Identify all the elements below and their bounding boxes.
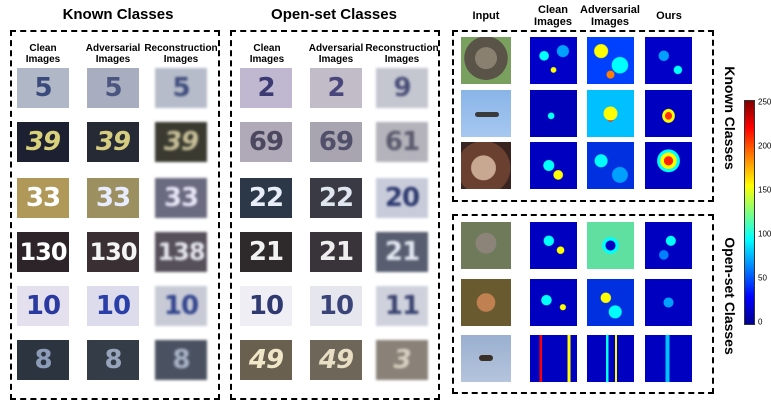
digit-image: 2 <box>240 68 292 108</box>
input-photo-horse <box>461 142 511 189</box>
digit-image: 39 <box>87 122 139 162</box>
digit-image: 10 <box>240 286 292 326</box>
digit-image: 130 <box>17 232 69 272</box>
digit-image: 20 <box>376 178 428 218</box>
colorbar-tick: 0 <box>758 317 763 327</box>
heatmap-clean <box>530 335 577 382</box>
heatmap-clean <box>530 222 577 269</box>
input-photo-bird <box>461 222 511 269</box>
digit-image: 69 <box>240 122 292 162</box>
digit-image: 10 <box>17 286 69 326</box>
digit-image: 33 <box>155 178 207 218</box>
heatmap-ours <box>645 37 692 84</box>
digit-image: 10 <box>310 286 362 326</box>
heatmap-adversarial <box>587 142 634 189</box>
heatmap-adversarial <box>587 222 634 269</box>
known-adversarial-header: Adversarial Images <box>85 43 141 65</box>
digit-image: 9 <box>376 68 428 108</box>
right-adversarial-header: Adversarial Images <box>580 4 640 28</box>
openset-clean-header: Clean Images <box>249 43 285 65</box>
right-known-frame <box>452 30 714 202</box>
digit-image: 8 <box>17 340 69 380</box>
heatmap-clean <box>530 142 577 189</box>
digit-image: 11 <box>376 286 428 326</box>
digit-image: 10 <box>87 286 139 326</box>
digit-image: 130 <box>87 232 139 272</box>
right-input-header: Input <box>472 10 500 22</box>
heatmap-adversarial <box>587 279 634 326</box>
digit-image: 5 <box>17 68 69 108</box>
right-clean-header: Clean Images <box>534 4 572 28</box>
digit-image: 138 <box>155 232 207 272</box>
digit-image: 49 <box>310 340 362 380</box>
digit-image: 10 <box>155 286 207 326</box>
digit-image: 8 <box>87 340 139 380</box>
digit-image: 3 <box>376 340 428 380</box>
digit-image: 22 <box>310 178 362 218</box>
heatmap-adversarial <box>587 90 634 137</box>
digit-image: 2 <box>310 68 362 108</box>
heatmap-ours <box>645 335 692 382</box>
heatmap-adversarial <box>587 335 634 382</box>
colorbar-tick: 50 <box>758 273 767 283</box>
openset-adversarial-header: Adversarial Images <box>308 43 364 65</box>
known-reconstruction-header: Reconstruction Images <box>144 43 218 65</box>
heatmap-clean <box>530 279 577 326</box>
input-photo-airplane <box>461 90 511 137</box>
heatmap-ours <box>645 222 692 269</box>
input-photo-cat <box>461 37 511 84</box>
heatmap-clean <box>530 90 577 137</box>
openset-classes-title: Open-set Classes <box>271 6 397 23</box>
colorbar-tick: 150 <box>758 185 771 195</box>
digit-image: 5 <box>155 68 207 108</box>
digit-image: 33 <box>17 178 69 218</box>
right-openset-label: Open-set Classes <box>722 237 738 355</box>
colorbar-tick: 250 <box>758 97 771 107</box>
digit-image: 5 <box>87 68 139 108</box>
digit-image: 21 <box>240 232 292 272</box>
digit-image: 21 <box>310 232 362 272</box>
heatmap-adversarial <box>587 37 634 84</box>
digit-image: 49 <box>240 340 292 380</box>
digit-image: 61 <box>376 122 428 162</box>
digit-image: 21 <box>376 232 428 272</box>
digit-image: 8 <box>155 340 207 380</box>
digit-image: 39 <box>17 122 69 162</box>
digit-image: 33 <box>87 178 139 218</box>
digit-image: 22 <box>240 178 292 218</box>
digit-image: 69 <box>310 122 362 162</box>
input-photo-deer <box>461 279 511 326</box>
heatmap-ours <box>645 279 692 326</box>
digit-image: 39 <box>155 122 207 162</box>
colorbar <box>744 100 755 325</box>
right-known-label: Known Classes <box>722 66 738 170</box>
openset-reconstruction-header: Reconstruction Images <box>365 43 439 65</box>
colorbar-tick: 100 <box>758 229 771 239</box>
known-clean-header: Clean Images <box>25 43 61 65</box>
heatmap-clean <box>530 37 577 84</box>
right-ours-header: Ours <box>656 10 682 22</box>
heatmap-ours <box>645 142 692 189</box>
heatmap-ours <box>645 90 692 137</box>
known-classes-title: Known Classes <box>62 6 174 23</box>
colorbar-tick: 200 <box>758 141 771 151</box>
input-photo-bird-flying <box>461 335 511 382</box>
